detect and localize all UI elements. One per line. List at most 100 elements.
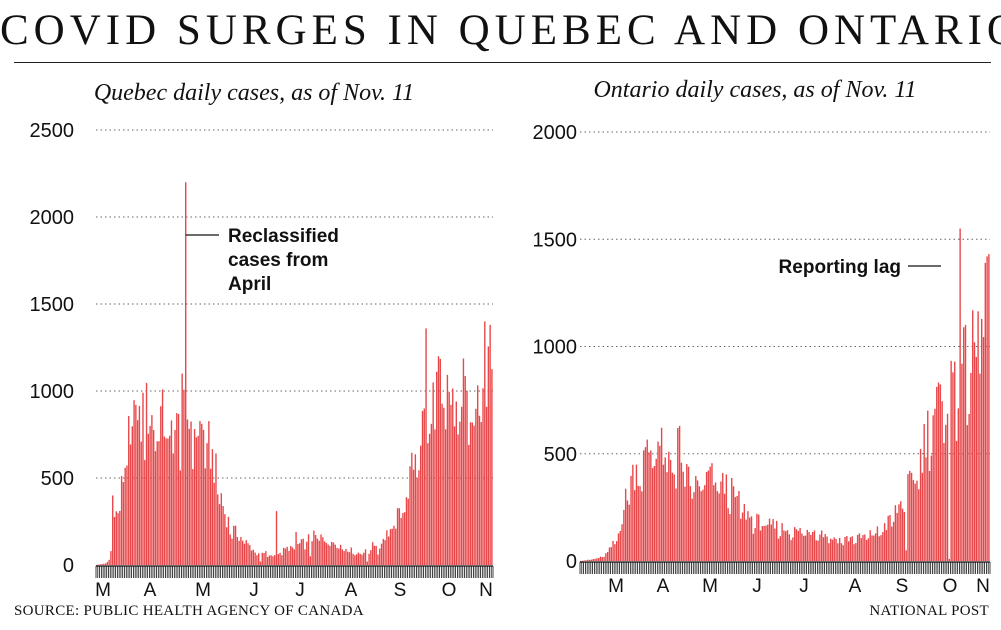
ontario-bar xyxy=(650,450,652,561)
ontario-bar xyxy=(801,533,803,561)
quebec-bar xyxy=(206,443,208,565)
ontario-bar xyxy=(964,324,967,561)
ontario-chart: Ontario daily cases, as of Nov. 11 0 500 1… xyxy=(533,77,991,597)
quebec-y-tick-label: 500 xyxy=(41,468,74,490)
ontario-bar xyxy=(946,413,949,561)
quebec-y-tick-label: 2500 xyxy=(30,120,75,142)
quebec-bar xyxy=(484,321,486,565)
ontario-bar xyxy=(828,543,830,561)
ontario-bar xyxy=(642,450,645,561)
ontario-bar xyxy=(984,262,987,561)
ontario-bar xyxy=(599,556,602,561)
quebec-bar xyxy=(359,553,361,565)
quebec-bar xyxy=(475,408,477,565)
quebec-bar xyxy=(341,549,344,565)
quebec-bar xyxy=(211,449,214,565)
quebec-bar xyxy=(338,548,340,565)
ontario-bar xyxy=(675,488,677,561)
quebec-bar xyxy=(277,554,279,565)
ontario-bar xyxy=(722,472,724,561)
ontario-bar xyxy=(819,534,821,561)
ontario-bar xyxy=(767,524,769,561)
ontario-bar xyxy=(731,477,733,561)
quebec-bar xyxy=(222,506,224,565)
ontario-bar xyxy=(900,501,902,561)
ontario-annotation: Reporting lag xyxy=(779,257,941,278)
quebec-bar xyxy=(281,555,283,565)
ontario-bar xyxy=(790,540,792,561)
quebec-bar xyxy=(400,517,402,565)
ontario-bar xyxy=(783,530,785,561)
quebec-bar xyxy=(364,549,367,565)
ontario-bar xyxy=(865,540,868,561)
quebec-bar xyxy=(265,551,267,565)
quebec-bar xyxy=(245,540,247,565)
ontario-bar xyxy=(651,468,654,561)
quebec-bar xyxy=(375,545,377,565)
ontario-bar xyxy=(847,541,850,561)
quebec-bar xyxy=(407,498,409,565)
ontario-month-label: M xyxy=(608,576,624,597)
quebec-bar xyxy=(384,540,386,565)
ontario-month-label: J xyxy=(799,576,809,597)
quebec-bar xyxy=(464,376,466,565)
quebec-annotation: Reclassified cases from April xyxy=(186,226,339,295)
ontario-bar xyxy=(655,458,657,561)
quebec-bar xyxy=(227,516,230,565)
quebec-bar xyxy=(327,544,329,565)
quebec-month-label: O xyxy=(442,580,457,601)
quebec-bar xyxy=(473,425,475,565)
quebec-bar xyxy=(350,547,352,565)
quebec-bar xyxy=(322,537,324,565)
quebec-bar xyxy=(124,467,126,565)
ontario-bar xyxy=(871,535,873,561)
ontario-bar xyxy=(610,547,612,561)
quebec-bar xyxy=(471,422,474,565)
ontario-bar xyxy=(948,558,951,561)
quebec-bar xyxy=(336,547,338,565)
ontario-bar xyxy=(972,310,974,561)
quebec-bar xyxy=(423,408,425,565)
quebec-bar xyxy=(145,382,148,565)
ontario-bar xyxy=(869,530,871,561)
ontario-bar xyxy=(979,373,981,561)
ontario-bar xyxy=(921,472,924,561)
quebec-bar xyxy=(190,421,192,565)
quebec-bar xyxy=(418,470,420,565)
ontario-bar xyxy=(736,495,738,561)
quebec-bar xyxy=(144,460,146,565)
quebec-bar xyxy=(316,538,319,565)
ontario-y-tick-label: 0 xyxy=(566,551,577,573)
quebec-month-label: M xyxy=(195,580,211,601)
quebec-bar xyxy=(354,555,356,565)
quebec-bar xyxy=(334,544,336,565)
quebec-bar xyxy=(343,551,345,565)
ontario-bar xyxy=(927,410,929,561)
ontario-bar xyxy=(588,559,591,561)
ontario-bar xyxy=(824,534,826,561)
ontario-bar xyxy=(892,521,895,561)
quebec-bar xyxy=(229,534,231,565)
quebec-y-axis: 0 500 1000 1500 2000 2500 xyxy=(30,120,75,577)
ontario-bar xyxy=(761,526,764,561)
ontario-bar xyxy=(936,386,938,561)
ontario-bar xyxy=(770,524,773,561)
quebec-bar xyxy=(266,557,269,565)
ontario-bar xyxy=(808,532,810,561)
source-note: SOURCE: PUBLIC HEALTH AGENCY OF CANADA xyxy=(14,603,364,619)
ontario-bar xyxy=(968,414,970,561)
quebec-bar xyxy=(174,430,176,565)
ontario-bar xyxy=(624,488,627,561)
quebec-bar xyxy=(425,328,427,565)
ontario-bar xyxy=(963,327,965,561)
ontario-bar xyxy=(959,228,961,561)
quebec-bar xyxy=(97,564,100,566)
quebec-bar xyxy=(434,429,436,565)
quebec-bar xyxy=(208,421,210,565)
ontario-bar xyxy=(747,511,749,561)
ontario-bar xyxy=(716,491,719,561)
quebec-bar xyxy=(476,385,479,565)
ontario-bar xyxy=(707,470,710,561)
